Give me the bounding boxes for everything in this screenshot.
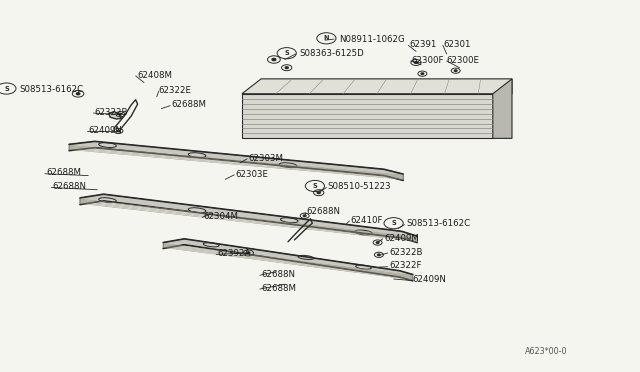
Text: 62322F: 62322F <box>389 262 422 270</box>
Ellipse shape <box>355 230 372 235</box>
Text: 62688M: 62688M <box>261 284 296 293</box>
Text: 62410F: 62410F <box>351 216 383 225</box>
Text: 62322E: 62322E <box>159 86 192 95</box>
Ellipse shape <box>356 265 371 269</box>
Circle shape <box>317 192 320 193</box>
Polygon shape <box>80 194 417 243</box>
Circle shape <box>117 130 120 132</box>
Text: 62322B: 62322B <box>389 248 422 257</box>
Text: 62688N: 62688N <box>261 270 295 279</box>
Polygon shape <box>242 79 512 94</box>
Text: 62322B: 62322B <box>95 108 128 117</box>
Text: S: S <box>284 50 289 56</box>
Polygon shape <box>493 79 512 138</box>
Circle shape <box>76 93 80 95</box>
Text: S08510-51223: S08510-51223 <box>328 182 391 191</box>
Circle shape <box>303 215 306 217</box>
Text: N: N <box>324 35 329 41</box>
Text: 62409N: 62409N <box>88 126 122 135</box>
Text: S08363-6125D: S08363-6125D <box>300 49 364 58</box>
Text: 62301: 62301 <box>444 40 471 49</box>
Polygon shape <box>163 239 413 281</box>
Text: 62688N: 62688N <box>52 182 86 191</box>
Circle shape <box>285 67 288 68</box>
Text: 62409M: 62409M <box>384 234 419 243</box>
Text: S08513-6162C: S08513-6162C <box>406 219 470 228</box>
Circle shape <box>119 113 122 115</box>
Ellipse shape <box>204 243 219 247</box>
Text: S: S <box>4 86 9 92</box>
Text: 62300F: 62300F <box>412 56 444 65</box>
Polygon shape <box>69 141 403 180</box>
Text: S08513-6162C: S08513-6162C <box>19 85 83 94</box>
Text: 62304M: 62304M <box>204 212 239 221</box>
Circle shape <box>272 58 276 61</box>
Text: A623*00-0: A623*00-0 <box>525 347 567 356</box>
Text: 62391: 62391 <box>410 40 437 49</box>
Ellipse shape <box>279 163 297 167</box>
Ellipse shape <box>99 143 116 147</box>
Text: 62688N: 62688N <box>306 207 340 216</box>
Text: 62300E: 62300E <box>447 56 480 65</box>
Ellipse shape <box>280 218 298 223</box>
Ellipse shape <box>298 255 314 260</box>
Text: 62688M: 62688M <box>172 100 207 109</box>
Text: 62392A: 62392A <box>218 249 251 258</box>
Ellipse shape <box>188 208 206 213</box>
Text: 62409N: 62409N <box>413 275 447 284</box>
Text: S: S <box>391 220 396 226</box>
Ellipse shape <box>188 153 206 157</box>
Text: N08911-1062G: N08911-1062G <box>339 35 405 44</box>
Circle shape <box>421 73 424 74</box>
Circle shape <box>378 254 380 256</box>
Text: 62303E: 62303E <box>236 170 269 179</box>
Polygon shape <box>109 112 122 119</box>
Text: 62688M: 62688M <box>46 169 81 177</box>
Circle shape <box>415 62 417 63</box>
Circle shape <box>454 70 457 71</box>
Text: S: S <box>312 183 317 189</box>
Text: 62408M: 62408M <box>138 71 173 80</box>
Ellipse shape <box>99 198 116 203</box>
Circle shape <box>247 252 250 254</box>
Circle shape <box>376 242 379 243</box>
Polygon shape <box>242 94 493 138</box>
Text: 62303M: 62303M <box>248 154 284 163</box>
